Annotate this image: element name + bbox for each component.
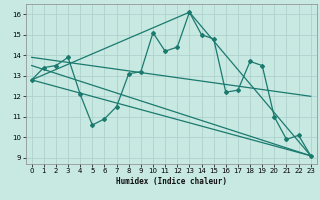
X-axis label: Humidex (Indice chaleur): Humidex (Indice chaleur) — [116, 177, 227, 186]
